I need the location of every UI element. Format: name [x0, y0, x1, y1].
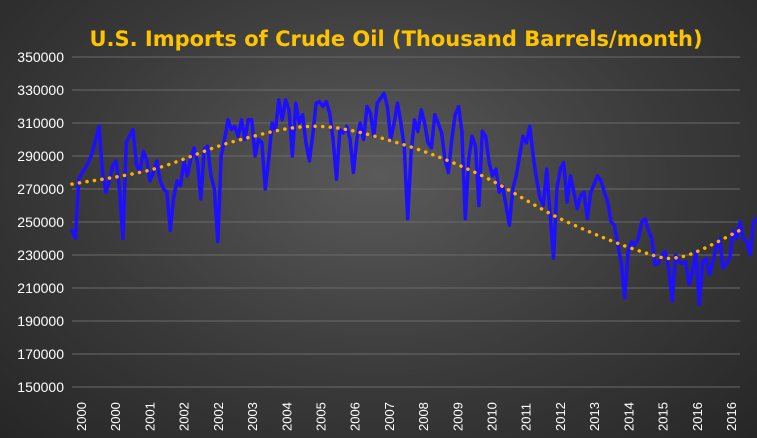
x-tick-label: 2007 [382, 402, 397, 431]
y-tick-label: 310000 [17, 115, 64, 131]
x-tick-label: 2001 [142, 402, 157, 431]
x-tick-label: 2004 [279, 402, 294, 431]
x-tick-label: 2011 [519, 403, 534, 431]
y-tick-label: 330000 [17, 82, 64, 98]
x-tick-label: 2005 [313, 402, 328, 431]
y-tick-label: 190000 [17, 313, 64, 329]
y-tick-label: 290000 [17, 148, 64, 164]
x-tick-label: 2015 [656, 402, 671, 431]
x-tick-label: 2012 [553, 402, 568, 431]
chart-title: U.S. Imports of Crude Oil (Thousand Barr… [89, 27, 702, 51]
x-tick-label: 2014 [621, 402, 636, 431]
x-tick-label: 2008 [416, 402, 431, 431]
y-tick-label: 210000 [17, 280, 64, 296]
y-axis-ticks: 150000 170000 190000 210000 230000 250000 2700… [17, 49, 64, 395]
x-tick-label: 2002 [177, 402, 192, 431]
x-tick-label: 2006 [348, 402, 363, 431]
x-tick-label: 2010 [485, 402, 500, 431]
x-tick-label: 2000 [74, 402, 89, 431]
series-line-trend [70, 124, 742, 261]
y-tick-label: 230000 [17, 247, 64, 263]
series-group [70, 91, 757, 307]
series-line-imports [70, 91, 757, 307]
x-tick-label: 2009 [450, 402, 465, 431]
x-tick-label: 2016 [690, 402, 705, 431]
x-tick-label: 2000 [108, 402, 123, 431]
y-tick-label: 250000 [17, 214, 64, 230]
y-tick-label: 350000 [17, 49, 64, 65]
x-tick-label: 2013 [587, 402, 602, 431]
x-axis-ticks: 2000 2000 2001 2002 2002 2003 2004 2005 2006 2007… [74, 402, 739, 431]
x-tick-label: 2002 [211, 402, 226, 431]
x-tick-label: 2016 [724, 402, 739, 431]
y-tick-label: 270000 [17, 181, 64, 197]
y-tick-label: 170000 [17, 346, 64, 362]
y-tick-label: 150000 [17, 379, 64, 395]
gridlines [72, 56, 740, 388]
x-tick-label: 2003 [245, 402, 260, 431]
